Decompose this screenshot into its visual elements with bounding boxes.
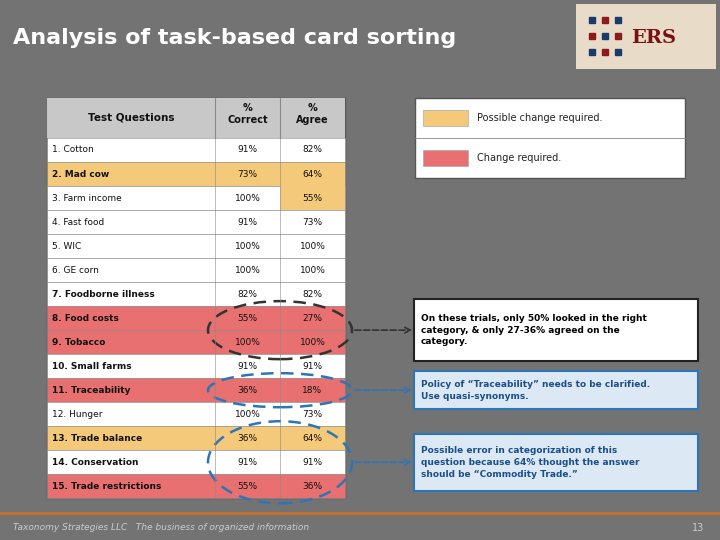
Text: Policy of “Traceability” needs to be clarified.
Use quasi-synonyms.: Policy of “Traceability” needs to be cla…	[421, 380, 650, 401]
Text: Possible error in categorization of this
question because 64% thought the answer: Possible error in categorization of this…	[421, 446, 639, 478]
FancyBboxPatch shape	[47, 282, 345, 306]
Text: 36%: 36%	[238, 386, 258, 395]
FancyBboxPatch shape	[414, 434, 698, 491]
FancyBboxPatch shape	[423, 110, 468, 126]
Text: 11. Traceability: 11. Traceability	[52, 386, 130, 395]
Text: 36%: 36%	[302, 482, 323, 491]
FancyBboxPatch shape	[47, 474, 345, 498]
FancyBboxPatch shape	[414, 371, 698, 409]
FancyBboxPatch shape	[47, 234, 345, 258]
Text: 91%: 91%	[238, 218, 258, 227]
Text: 6. GE corn: 6. GE corn	[52, 266, 99, 274]
Text: 12. Hunger: 12. Hunger	[52, 410, 102, 418]
Text: 36%: 36%	[238, 434, 258, 443]
Text: 100%: 100%	[235, 266, 261, 274]
FancyBboxPatch shape	[47, 138, 345, 162]
Text: Change required.: Change required.	[477, 153, 562, 163]
Text: 64%: 64%	[302, 434, 323, 443]
Text: Test Questions: Test Questions	[88, 113, 174, 123]
FancyBboxPatch shape	[47, 186, 345, 210]
Text: 73%: 73%	[238, 170, 258, 179]
Text: 91%: 91%	[302, 362, 323, 370]
Text: 91%: 91%	[238, 458, 258, 467]
Text: 5. WIC: 5. WIC	[52, 241, 81, 251]
FancyBboxPatch shape	[576, 4, 716, 69]
Text: 3. Farm income: 3. Farm income	[52, 193, 122, 202]
FancyBboxPatch shape	[47, 306, 345, 330]
Text: 8. Food costs: 8. Food costs	[52, 314, 119, 322]
Text: 91%: 91%	[238, 145, 258, 154]
FancyBboxPatch shape	[47, 402, 345, 426]
FancyBboxPatch shape	[47, 426, 345, 450]
Text: 55%: 55%	[238, 314, 258, 322]
FancyBboxPatch shape	[47, 330, 345, 354]
Text: Analysis of task-based card sorting: Analysis of task-based card sorting	[13, 28, 456, 48]
FancyBboxPatch shape	[47, 98, 345, 138]
Text: 27%: 27%	[302, 314, 323, 322]
Text: 100%: 100%	[235, 410, 261, 418]
Text: On these trials, only 50% looked in the right
category, & only 27-36% agreed on : On these trials, only 50% looked in the …	[421, 314, 647, 347]
Text: 18%: 18%	[302, 386, 323, 395]
FancyBboxPatch shape	[47, 98, 345, 498]
Text: 13: 13	[692, 523, 704, 532]
Text: 14. Conservation: 14. Conservation	[52, 458, 138, 467]
Text: 10. Small farms: 10. Small farms	[52, 362, 132, 370]
Text: ERS: ERS	[631, 29, 676, 47]
Text: 73%: 73%	[302, 218, 323, 227]
Text: 13. Trade balance: 13. Trade balance	[52, 434, 143, 443]
Text: 7. Foodborne illness: 7. Foodborne illness	[52, 289, 155, 299]
Text: 55%: 55%	[238, 482, 258, 491]
FancyBboxPatch shape	[47, 354, 345, 378]
Text: 100%: 100%	[235, 193, 261, 202]
Text: 100%: 100%	[300, 266, 325, 274]
Text: 100%: 100%	[300, 338, 325, 347]
Text: 100%: 100%	[235, 338, 261, 347]
Text: 91%: 91%	[238, 362, 258, 370]
Text: 15. Trade restrictions: 15. Trade restrictions	[52, 482, 161, 491]
Text: Possible change required.: Possible change required.	[477, 113, 603, 123]
Text: 73%: 73%	[302, 410, 323, 418]
Text: %
Correct: % Correct	[228, 103, 268, 125]
FancyBboxPatch shape	[423, 150, 468, 166]
Text: 4. Fast food: 4. Fast food	[52, 218, 104, 227]
Text: 2. Mad cow: 2. Mad cow	[52, 170, 109, 179]
FancyBboxPatch shape	[47, 378, 345, 402]
Text: 82%: 82%	[238, 289, 258, 299]
FancyBboxPatch shape	[280, 186, 345, 210]
FancyBboxPatch shape	[414, 299, 698, 361]
Text: 91%: 91%	[302, 458, 323, 467]
FancyBboxPatch shape	[47, 450, 345, 474]
Text: %
Agree: % Agree	[296, 103, 329, 125]
Text: 100%: 100%	[300, 241, 325, 251]
Text: 100%: 100%	[235, 241, 261, 251]
Text: 9. Tobacco: 9. Tobacco	[52, 338, 105, 347]
Text: 64%: 64%	[302, 170, 323, 179]
Text: 1. Cotton: 1. Cotton	[52, 145, 94, 154]
FancyBboxPatch shape	[47, 162, 345, 186]
Text: 82%: 82%	[302, 289, 323, 299]
Text: Taxonomy Strategies LLC   The business of organized information: Taxonomy Strategies LLC The business of …	[13, 523, 309, 532]
Text: 82%: 82%	[302, 145, 323, 154]
Text: 55%: 55%	[302, 193, 323, 202]
FancyBboxPatch shape	[47, 210, 345, 234]
FancyBboxPatch shape	[415, 98, 685, 178]
FancyBboxPatch shape	[47, 258, 345, 282]
